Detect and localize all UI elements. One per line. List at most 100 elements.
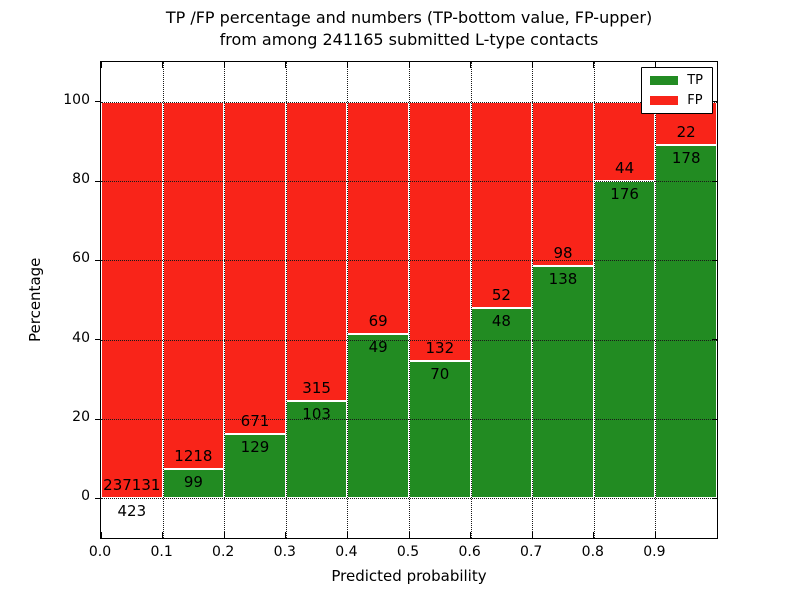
tp-count-label: 138 <box>548 270 578 289</box>
x-tick-label: 0.9 <box>643 544 666 560</box>
fp-bar-segment <box>532 101 594 267</box>
x-tick-top <box>654 62 656 68</box>
annotations-layer: 237131 423 1218 99 671 129 315 103 69 49 132 70 52 48… <box>101 62 717 538</box>
fp-count-label: 52 <box>491 285 511 304</box>
x-gridline <box>655 62 657 538</box>
x-tick-bottom <box>100 532 102 538</box>
tp-bar-segment <box>532 266 594 499</box>
fp-bar-segment <box>409 101 471 361</box>
y-tick-label: 0 <box>81 488 90 505</box>
x-tick-label: 0.5 <box>396 544 420 560</box>
y-tick-right <box>712 497 717 499</box>
legend: TP FP <box>641 67 713 114</box>
y-tick-right <box>712 339 717 341</box>
legend-entry-tp: TP <box>650 74 703 87</box>
tp-count-label: 178 <box>671 149 701 168</box>
fp-bar-segment <box>285 101 348 401</box>
y-tick-label: 60 <box>72 250 90 267</box>
grid-layer <box>101 62 717 538</box>
x-tick-label: 0.7 <box>520 544 543 560</box>
tp-count-label: 70 <box>430 364 450 383</box>
x-gridline <box>285 62 287 538</box>
x-gridline <box>409 62 410 538</box>
x-tick-label: 0.3 <box>273 544 296 560</box>
x-tick-label: 0.6 <box>458 544 481 560</box>
tp-count-label: 176 <box>610 185 639 203</box>
fp-count-label: 98 <box>553 244 573 263</box>
x-tick-top <box>285 62 287 68</box>
y-tick-right <box>712 101 717 103</box>
x-gridline <box>470 62 472 538</box>
x-tick-bottom <box>654 532 656 538</box>
x-tick-top <box>346 62 348 68</box>
y-tick-left <box>95 497 101 499</box>
fp-bar-segment <box>162 101 225 469</box>
fp-legend-label: FP <box>687 93 703 108</box>
y-tick-left <box>95 259 101 261</box>
x-gridline <box>593 62 595 538</box>
y-tick-label: 40 <box>72 329 90 346</box>
tp-bar-segment <box>347 333 409 499</box>
legend-entry-fp: FP <box>650 94 703 107</box>
x-tick-top <box>470 62 472 68</box>
tp-count-label: 99 <box>183 472 203 491</box>
fp-bar-segment <box>593 101 656 181</box>
x-tick-top <box>593 62 595 68</box>
tp-count-label: 48 <box>491 311 511 330</box>
tp-count-label: 103 <box>302 404 331 423</box>
fp-count-label: 44 <box>615 159 635 177</box>
x-gridline <box>532 62 534 538</box>
tp-count-label: 129 <box>240 438 270 457</box>
y-tick-left <box>95 180 101 182</box>
x-tick-bottom <box>531 532 533 538</box>
fp-count-label: 237131 <box>103 475 161 494</box>
y-tick-label: 80 <box>72 171 90 187</box>
bars-layer <box>101 62 717 538</box>
x-tick-label: 0.4 <box>335 544 358 560</box>
fp-count-label: 22 <box>676 123 696 142</box>
chart-title-line1: TP /FP percentage and numbers (TP-bottom… <box>165 8 653 27</box>
fp-bar-segment <box>470 101 533 308</box>
y-tick-right <box>712 418 717 420</box>
x-tick-label: 0.2 <box>212 544 235 560</box>
y-tick-right <box>712 259 717 261</box>
fp-count-label: 315 <box>302 378 331 397</box>
y-tick-label: 20 <box>72 409 90 425</box>
fp-bar-segment <box>101 101 163 498</box>
y-tick-right <box>712 180 717 182</box>
x-tick-bottom <box>408 532 410 538</box>
x-tick-bottom <box>285 532 287 538</box>
x-tick-top <box>408 62 410 68</box>
x-tick-top <box>223 62 225 68</box>
x-tick-bottom <box>223 532 225 538</box>
x-tick-bottom <box>593 532 595 538</box>
x-tick-bottom <box>470 532 472 538</box>
x-axis-tick-labels: 0.0 0.1 0.2 0.3 0.4 0.5 0.6 0.7 0.8 0.9 <box>89 544 718 564</box>
fp-count-label: 69 <box>368 311 388 330</box>
plot-area: 237131 423 1218 99 671 129 315 103 69 49 132 70 52 48… <box>95 61 718 539</box>
fp-count-label: 671 <box>240 412 270 431</box>
x-tick-label: 0.1 <box>150 544 173 560</box>
tp-legend-label: TP <box>687 73 703 88</box>
tp-bar-segment <box>285 400 348 499</box>
tp-count-label: 423 <box>117 501 147 520</box>
fp-bar-segment <box>347 101 409 334</box>
x-tick-label: 0.8 <box>581 544 604 560</box>
chart-title-line2: from among 241165 submitted L-type conta… <box>219 30 599 49</box>
fp-count-label: 1218 <box>174 446 213 465</box>
x-gridline <box>162 62 164 538</box>
x-tick-bottom <box>162 532 164 538</box>
x-tick-top <box>100 62 102 68</box>
ticks-layer <box>95 62 717 538</box>
y-tick-left <box>95 418 101 420</box>
tp-bar-segment <box>655 145 717 499</box>
x-tick-top <box>162 62 164 68</box>
fp-legend-swatch <box>650 96 679 105</box>
tp-count-label: 49 <box>368 337 388 356</box>
y-tick-left <box>95 101 101 103</box>
y-axis-tick-labels: 0 20 40 60 80 100 <box>0 61 92 539</box>
y-tick-left <box>95 339 101 341</box>
x-gridline <box>347 62 349 538</box>
y-tick-label: 100 <box>63 91 90 108</box>
